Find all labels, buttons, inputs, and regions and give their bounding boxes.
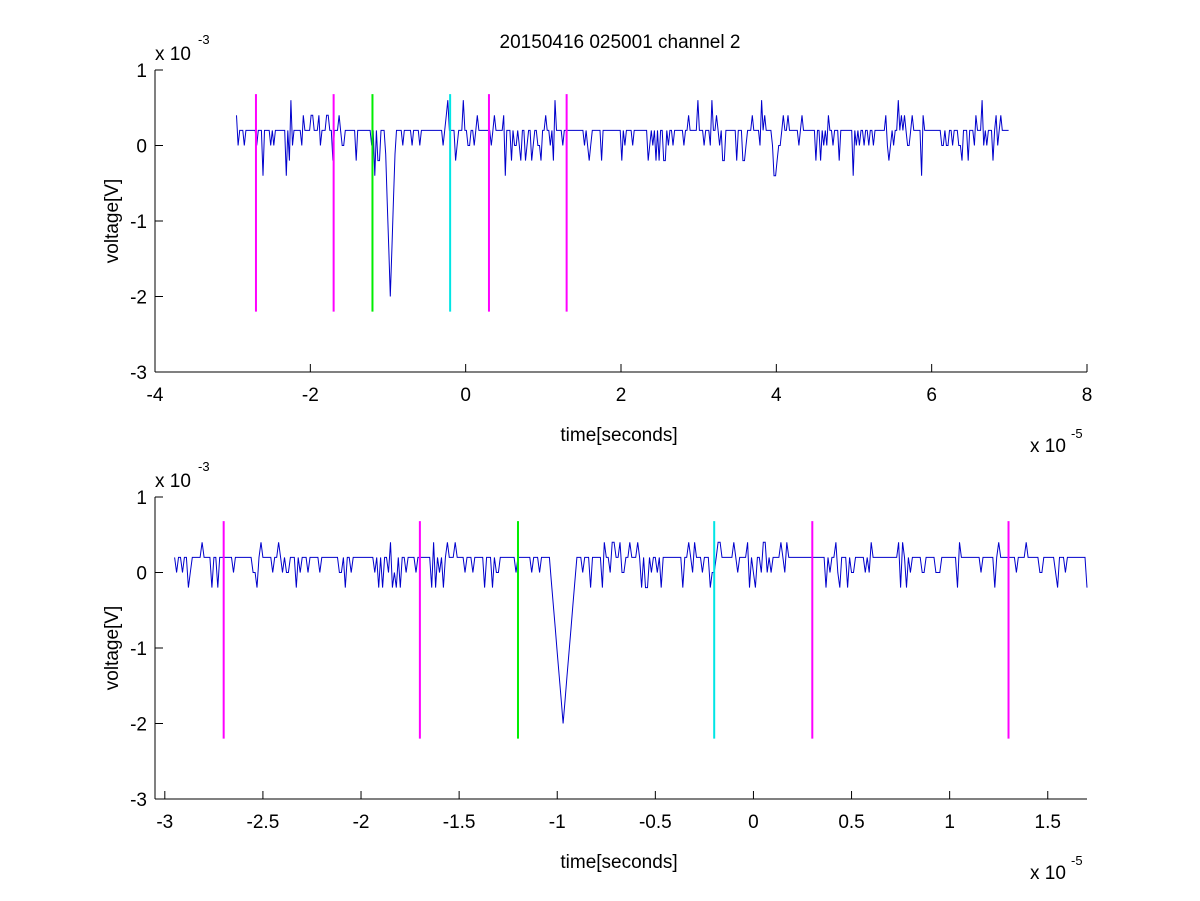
x-tick-label: 4 <box>771 385 782 406</box>
y-exponent-label: x 10 <box>155 44 191 65</box>
y-tick-label: 1 <box>136 488 147 509</box>
y-tick-label: -1 <box>130 212 147 233</box>
figure-title: 20150416 025001 channel 2 <box>500 32 741 53</box>
y-tick-label: -2 <box>130 715 147 736</box>
x-exponent-label: x 10 <box>1030 436 1066 457</box>
x-exponent: -5 <box>1071 426 1083 441</box>
x-axis-label: time[seconds] <box>560 852 677 873</box>
x-tick-label: -2 <box>302 385 319 406</box>
x-tick-label: -1.5 <box>443 812 476 833</box>
x-exponent-label: x 10 <box>1030 863 1066 884</box>
y-axis-label: voltage[V] <box>102 606 123 691</box>
bottom-plot: -3 -2.5 -2 -1.5 -1 -0.5 0 0.5 1 1.5 -3 -2 -1 0 1 time[s… <box>102 459 1088 884</box>
x-tick-label: -2.5 <box>247 812 280 833</box>
y-tick-label: -1 <box>130 639 147 660</box>
y-tick-label: 1 <box>136 61 147 82</box>
x-tick-label: 8 <box>1082 385 1093 406</box>
x-tick-label: 6 <box>926 385 937 406</box>
y-exponent: -3 <box>198 32 210 47</box>
x-tick-label: 0 <box>748 812 759 833</box>
x-exponent: -5 <box>1071 853 1083 868</box>
y-exponent: -3 <box>198 459 210 474</box>
y-axis-label: voltage[V] <box>102 179 123 264</box>
y-tick-label: 0 <box>136 564 147 585</box>
x-tick-label: -1 <box>549 812 566 833</box>
x-tick-label: -0.5 <box>639 812 672 833</box>
signal-trace <box>174 541 1088 724</box>
y-tick-label: -3 <box>130 790 147 811</box>
signal-trace <box>236 100 1009 297</box>
y-tick-label: -2 <box>130 288 147 309</box>
x-tick-label: 1 <box>944 812 955 833</box>
top-plot: -4 -2 0 2 4 6 8 -3 -2 -1 0 1 time[seconds] voltage[V]… <box>102 32 1092 457</box>
x-tick-label: -2 <box>353 812 370 833</box>
x-axis-label: time[seconds] <box>560 425 677 446</box>
y-exponent-label: x 10 <box>155 471 191 492</box>
x-tick-label: 2 <box>616 385 627 406</box>
x-tick-label: 0 <box>460 385 471 406</box>
y-tick-label: -3 <box>130 363 147 384</box>
x-tick-label: 1.5 <box>1035 812 1061 833</box>
x-tick-label: -3 <box>156 812 173 833</box>
x-tick-label: 0.5 <box>838 812 864 833</box>
x-tick-label: -4 <box>147 385 164 406</box>
y-tick-label: 0 <box>136 137 147 158</box>
